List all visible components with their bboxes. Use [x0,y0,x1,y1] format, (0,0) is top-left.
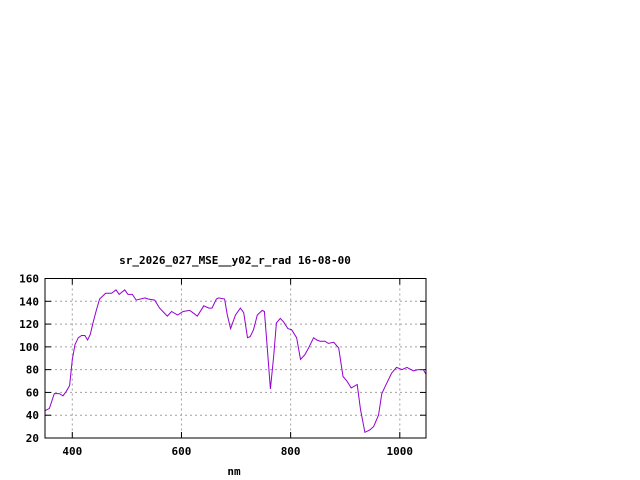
x-axis-label: nm [227,465,241,478]
y-tick-label: 140 [19,295,39,308]
x-tick-label: 800 [281,445,301,458]
x-tick-label: 400 [62,445,82,458]
plot-frame [44,278,427,439]
series-line [44,289,427,434]
y-tick-label: 80 [26,364,39,377]
y-tick-label: 120 [19,318,39,331]
y-tick-label: 160 [19,273,39,286]
x-tick-label: 600 [172,445,192,458]
y-tick-label: 60 [26,386,39,399]
y-tick-label: 40 [26,409,39,422]
x-tick-label: 1000 [387,445,414,458]
y-tick-label: 100 [19,341,39,354]
tick-labels: 20 40 60 80 100 120 140 160 400 600 800 1000 [19,273,413,459]
chart-title: sr_2026_027_MSE__y02_r_rad 16-08-00 [119,254,351,267]
y-tick-label: 20 [26,432,39,445]
grid [45,278,426,439]
